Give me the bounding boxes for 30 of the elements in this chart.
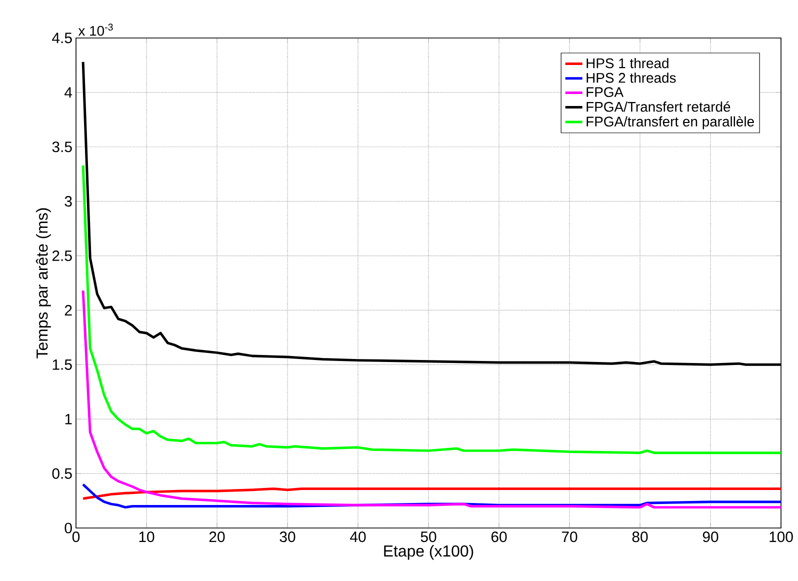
y-tick-label: 0.5 (52, 468, 72, 479)
x-tick-label: 80 (632, 532, 648, 542)
text: x 10$^{-3}$ (78, 24, 113, 36)
x-tick-label: 0 (72, 532, 80, 542)
x-axis-title: Etape (x100) (384, 544, 474, 560)
y-tick-label: 3 (64, 196, 72, 207)
y-tick-label: 3.5 (52, 142, 72, 152)
y-tick-label: 4 (64, 87, 72, 98)
y-tick-label: 2.5 (52, 250, 72, 262)
y-axis-title: Temps par arête (ms) (36, 208, 51, 358)
legend-label: HPS 2 threads (586, 72, 676, 83)
y-tick-label: 4.5 (52, 32, 72, 44)
legend-label: FPGA/Transfert retardé (586, 101, 730, 112)
x-tick-label: 40 (350, 532, 366, 542)
x-tick-label: 30 (280, 532, 296, 542)
x-tick-label: 60 (491, 532, 507, 542)
x-tick-label: 90 (702, 532, 718, 542)
y-tick-label: 2 (64, 305, 72, 316)
y-tick-label: 1 (65, 414, 72, 424)
legend-label: FPGA (586, 87, 624, 98)
x-tick-label: 10 (139, 532, 154, 542)
x-tick-label: 50 (420, 532, 436, 542)
legend-label: FPGA/transfert en parallèle (586, 116, 754, 130)
y-tick-label: 0 (64, 522, 72, 534)
line-series (82, 289, 782, 509)
x-tick-label: 100 (770, 532, 793, 542)
x-tick-label: 20 (209, 532, 225, 542)
legend-label: HPS 1 thread (586, 58, 668, 68)
x-tick-label: 70 (562, 532, 578, 542)
y-tick-label: 1.5 (52, 359, 72, 370)
